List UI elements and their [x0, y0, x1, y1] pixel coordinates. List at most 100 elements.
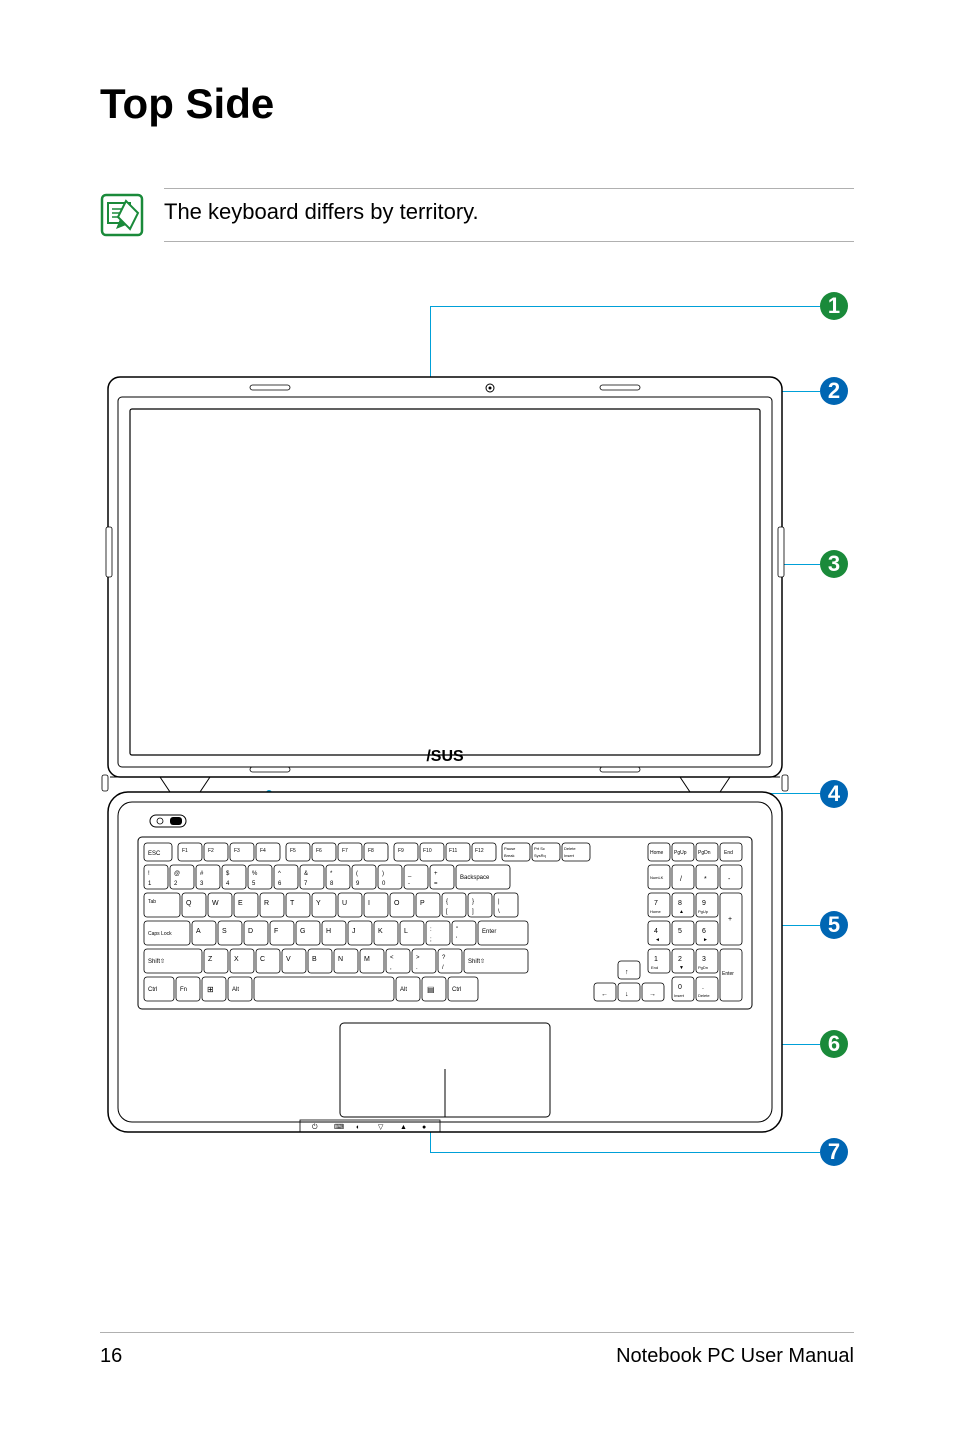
svg-text:Tab: Tab: [148, 899, 156, 905]
svg-text:Enter: Enter: [482, 929, 496, 935]
svg-text:P: P: [420, 900, 425, 907]
svg-text:K: K: [378, 928, 383, 935]
svg-text:X: X: [234, 956, 239, 963]
svg-text:A: A: [196, 928, 201, 935]
svg-text:}: }: [472, 899, 474, 905]
svg-text:B: B: [312, 956, 317, 963]
svg-text:7: 7: [654, 900, 658, 907]
svg-text:*: *: [704, 876, 707, 883]
svg-text:PgDn: PgDn: [698, 965, 708, 970]
svg-text:-: -: [408, 881, 410, 887]
svg-text:S: S: [222, 928, 227, 935]
svg-text:&: &: [304, 871, 308, 877]
svg-text:F9: F9: [398, 848, 404, 854]
svg-text:V: V: [286, 956, 291, 963]
callout-3: 3: [820, 550, 852, 582]
svg-text:H: H: [326, 928, 331, 935]
svg-text:●: ●: [422, 1124, 426, 1131]
svg-text:F11: F11: [449, 848, 457, 854]
svg-text:Delete: Delete: [564, 846, 576, 851]
svg-text:4: 4: [654, 928, 658, 935]
svg-text:1: 1: [654, 956, 658, 963]
svg-text:<: <: [390, 955, 394, 961]
svg-text:=: =: [434, 881, 438, 887]
svg-text:3: 3: [702, 956, 706, 963]
note-row: The keyboard differs by territory.: [100, 188, 854, 242]
callout-4: 4: [820, 780, 852, 812]
svg-text:Pause: Pause: [504, 846, 516, 851]
svg-text:Ctrl: Ctrl: [452, 987, 461, 993]
svg-text:↓: ↓: [625, 991, 629, 998]
svg-text:R: R: [264, 900, 269, 907]
svg-text:): ): [382, 871, 384, 877]
svg-text:Break: Break: [504, 853, 514, 858]
note-text: The keyboard differs by territory.: [164, 188, 854, 242]
svg-text:@: @: [174, 871, 180, 877]
svg-text:': ': [456, 937, 457, 943]
svg-text:▽: ▽: [378, 1124, 384, 1131]
svg-text:>: >: [416, 955, 420, 961]
svg-text:Q: Q: [186, 900, 192, 907]
svg-text:Caps Lock: Caps Lock: [148, 931, 172, 937]
svg-text:F2: F2: [208, 848, 214, 854]
laptop-illustration: /SUS ESC F1: [100, 347, 790, 1142]
svg-text:5: 5: [678, 928, 682, 935]
svg-text:0: 0: [678, 984, 682, 991]
callout-7: 7: [820, 1138, 852, 1170]
svg-text:F1: F1: [182, 848, 188, 854]
svg-text:▲: ▲: [679, 909, 684, 915]
svg-text:PgDn: PgDn: [698, 850, 711, 856]
svg-text:L: L: [404, 928, 408, 935]
svg-text:%: %: [252, 871, 258, 877]
svg-text:I: I: [368, 900, 370, 907]
leader: [430, 1152, 820, 1153]
svg-text:Insert: Insert: [564, 853, 575, 858]
svg-text:⊞: ⊞: [207, 985, 214, 994]
brand-logo: /SUS: [426, 748, 464, 765]
svg-text:9: 9: [702, 900, 706, 907]
svg-text:F5: F5: [290, 848, 296, 854]
svg-text:NumLK: NumLK: [650, 875, 664, 880]
svg-text:►: ►: [703, 937, 708, 943]
svg-text:Backspace: Backspace: [460, 875, 490, 881]
svg-text:◐: ◐: [356, 1124, 360, 1131]
callout-1: 1: [820, 292, 852, 324]
svg-text:F12: F12: [475, 848, 484, 854]
svg-text:SysRq: SysRq: [534, 853, 546, 858]
svg-text:T: T: [290, 900, 295, 907]
callout-5: 5: [820, 911, 852, 943]
svg-text:F10: F10: [423, 848, 432, 854]
svg-text:▤: ▤: [427, 985, 435, 994]
svg-text:^: ^: [278, 871, 281, 877]
svg-text:←: ←: [601, 991, 608, 998]
svg-text:PgUp: PgUp: [674, 850, 687, 856]
svg-text:N: N: [338, 956, 343, 963]
svg-text:→: →: [649, 991, 656, 998]
svg-text:{: {: [446, 899, 448, 905]
svg-text:8: 8: [678, 900, 682, 907]
svg-text:F8: F8: [368, 848, 374, 854]
svg-text:F3: F3: [234, 848, 240, 854]
svg-text:.: .: [702, 984, 704, 991]
svg-text:↑: ↑: [625, 969, 629, 976]
footer-label: Notebook PC User Manual: [616, 1345, 854, 1368]
svg-text:▲: ▲: [400, 1124, 407, 1131]
svg-text:/: /: [680, 876, 682, 883]
svg-text:PgUp: PgUp: [698, 909, 709, 914]
svg-text:O: O: [394, 900, 400, 907]
footer: 16 Notebook PC User Manual: [100, 1332, 854, 1368]
svg-text:Prt Sc: Prt Sc: [534, 846, 545, 851]
svg-text:F7: F7: [342, 848, 348, 854]
svg-text:C: C: [260, 956, 265, 963]
note-icon: [100, 193, 144, 237]
svg-text:End: End: [651, 965, 658, 970]
svg-text:End: End: [724, 850, 733, 856]
svg-text:E: E: [238, 900, 243, 907]
svg-text:+: +: [728, 916, 732, 923]
svg-text:Delete: Delete: [698, 993, 710, 998]
svg-text:F4: F4: [260, 848, 266, 854]
svg-text:Alt: Alt: [400, 987, 407, 993]
svg-text:F: F: [274, 928, 278, 935]
svg-text:G: G: [300, 928, 305, 935]
svg-text:+: +: [434, 871, 438, 877]
